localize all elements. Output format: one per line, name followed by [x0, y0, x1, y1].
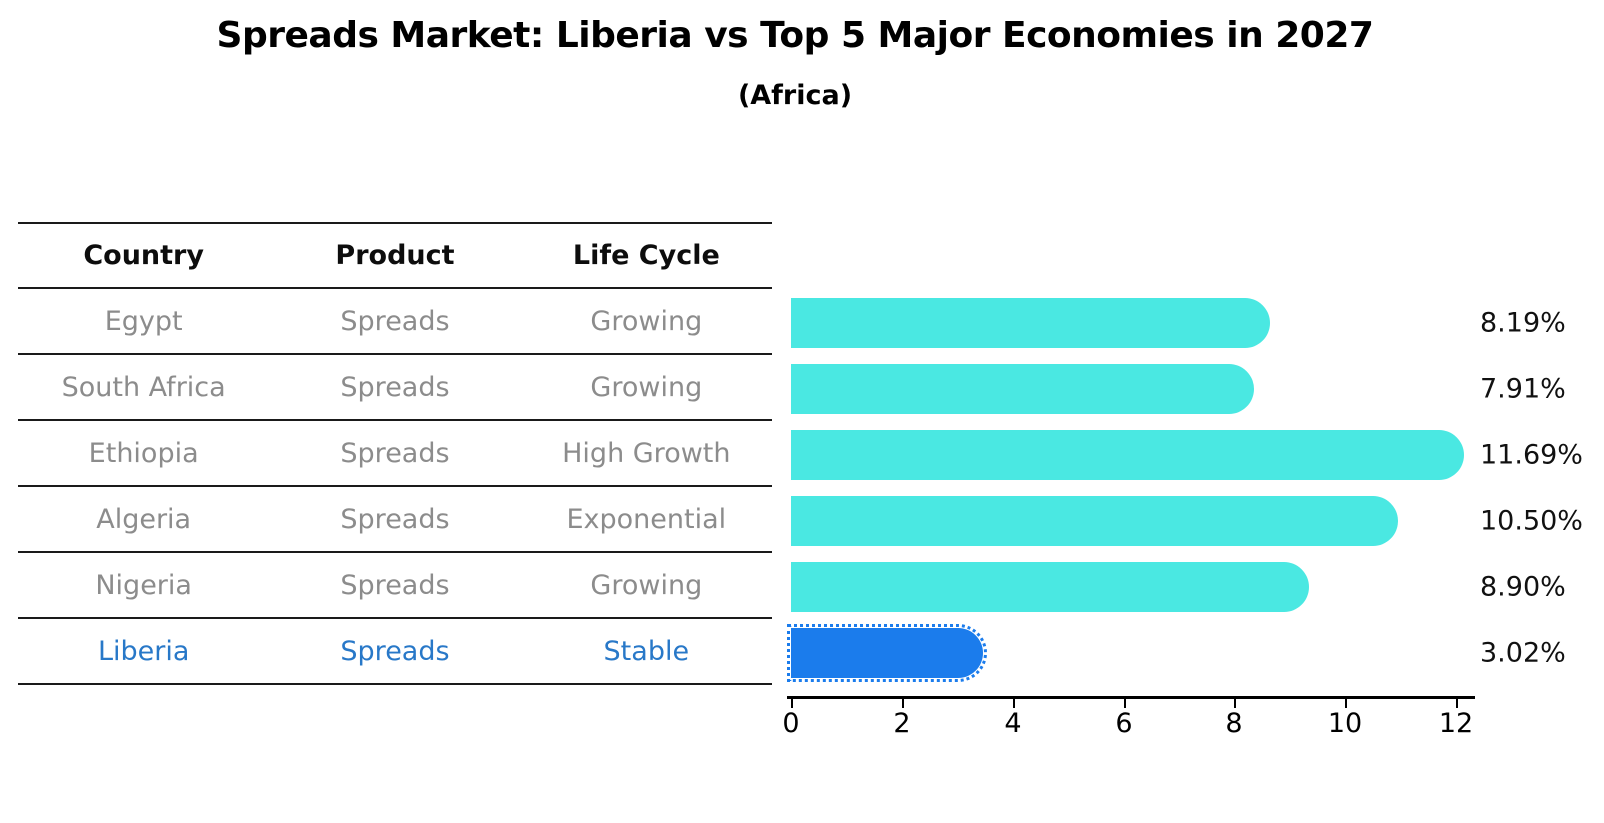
- cell-product: Spreads: [340, 371, 450, 403]
- cell-country: South Africa: [61, 371, 226, 403]
- x-tick-label: 4: [1004, 708, 1022, 739]
- chart-subtitle: (Africa): [737, 80, 853, 111]
- table-row: Egypt Spreads Growing: [18, 289, 772, 355]
- x-tick-mark: [1124, 699, 1126, 708]
- column-header-country: Country: [83, 240, 204, 271]
- cell-life-cycle: Growing: [590, 305, 703, 337]
- table-row: Ethiopia Spreads High Growth: [18, 421, 772, 487]
- x-tick-mark: [791, 699, 793, 708]
- bar-value-label: 8.90%: [1480, 571, 1566, 603]
- bar-egypt: [791, 298, 1270, 348]
- chart-title: Spreads Market: Liberia vs Top 5 Major E…: [216, 15, 1374, 56]
- cell-life-cycle: Stable: [603, 635, 690, 667]
- cell-product: Spreads: [340, 635, 450, 667]
- cell-product: Spreads: [340, 305, 450, 337]
- bar-row: 11.69%: [791, 422, 1604, 488]
- bar-value-label: 11.69%: [1480, 439, 1583, 471]
- cell-life-cycle: Exponential: [566, 503, 727, 535]
- x-tick-label: 10: [1327, 708, 1363, 739]
- cell-country: Nigeria: [95, 569, 192, 601]
- x-tick-label: 8: [1225, 708, 1243, 739]
- table-header-row: Country Product Life Cycle: [18, 222, 772, 289]
- bar-value-label: 10.50%: [1480, 505, 1583, 537]
- table-row: Nigeria Spreads Growing: [18, 553, 772, 619]
- bar-row: 7.91%: [791, 356, 1604, 422]
- table-row: Algeria Spreads Exponential: [18, 487, 772, 553]
- bar-south-africa: [791, 364, 1255, 414]
- comparison-table: Country Product Life Cycle Egypt Spreads…: [18, 222, 772, 685]
- cell-country: Ethiopia: [88, 437, 199, 469]
- table-row: South Africa Spreads Growing: [18, 355, 772, 421]
- bar-row: 10.50%: [791, 488, 1604, 554]
- x-tick-mark: [1013, 699, 1015, 708]
- column-header-product: Product: [335, 240, 455, 271]
- x-tick-label: 12: [1438, 708, 1474, 739]
- cell-country: Liberia: [97, 635, 190, 667]
- cell-life-cycle: Growing: [590, 569, 703, 601]
- cell-product: Spreads: [340, 437, 450, 469]
- bar-nigeria: [791, 562, 1310, 612]
- cell-life-cycle: Growing: [590, 371, 703, 403]
- x-tick-mark: [1234, 699, 1236, 708]
- cell-product: Spreads: [340, 569, 450, 601]
- column-header-life-cycle: Life Cycle: [572, 240, 720, 271]
- x-axis-line: [787, 696, 1475, 699]
- x-tick-mark: [1345, 699, 1347, 708]
- bar-value-label: 8.19%: [1480, 307, 1566, 339]
- x-tick-mark: [1456, 699, 1458, 708]
- bar-row: 8.90%: [791, 554, 1604, 620]
- bar-plot-area: 8.19% 7.91% 11.69% 10.50% 8.90% 3.02%: [786, 290, 1604, 686]
- cell-country: Egypt: [104, 305, 183, 337]
- x-tick-label: 2: [893, 708, 911, 739]
- bar-algeria: [791, 496, 1398, 546]
- x-tick-label: 6: [1115, 708, 1133, 739]
- bar-row: 8.19%: [791, 290, 1604, 356]
- bar-value-label: 7.91%: [1480, 373, 1566, 405]
- cell-country: Algeria: [96, 503, 192, 535]
- table-row-highlighted: Liberia Spreads Stable: [18, 619, 772, 685]
- x-tick-mark: [902, 699, 904, 708]
- x-tick-label: 0: [782, 708, 800, 739]
- bar-row: 3.02%: [786, 620, 1604, 686]
- cell-life-cycle: High Growth: [562, 437, 731, 469]
- bar-liberia-highlighted: [786, 624, 988, 682]
- cell-product: Spreads: [340, 503, 450, 535]
- bar-value-label: 3.02%: [1480, 637, 1566, 669]
- bar-ethiopia: [791, 430, 1464, 480]
